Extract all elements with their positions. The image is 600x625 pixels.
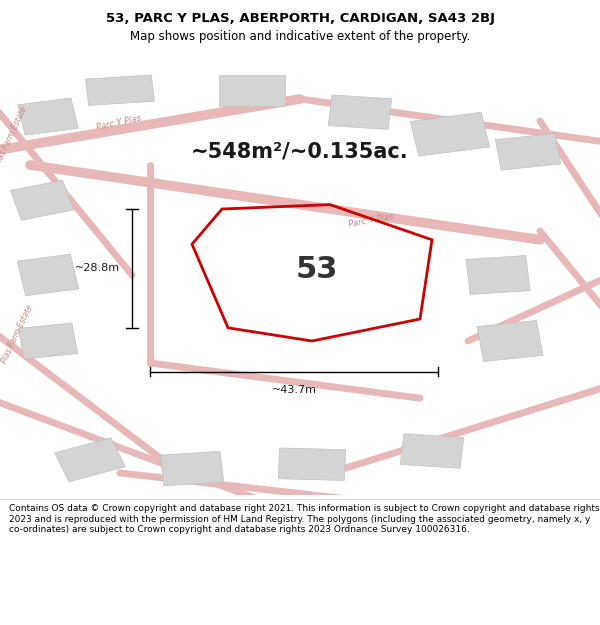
Bar xyxy=(55,438,125,482)
Bar xyxy=(219,75,285,106)
Text: ~548m²/~0.135ac.: ~548m²/~0.135ac. xyxy=(191,142,409,162)
Text: ~28.8m: ~28.8m xyxy=(75,263,120,273)
Text: Plas Farm Estate: Plas Farm Estate xyxy=(0,105,29,167)
Bar xyxy=(477,321,543,361)
Bar xyxy=(400,434,464,468)
Bar xyxy=(328,95,392,129)
Bar xyxy=(410,112,490,156)
Text: Map shows position and indicative extent of the property.: Map shows position and indicative extent… xyxy=(130,30,470,43)
Bar xyxy=(10,180,74,220)
Text: Contains OS data © Crown copyright and database right 2021. This information is : Contains OS data © Crown copyright and d… xyxy=(9,504,599,534)
Bar xyxy=(19,323,77,359)
Text: Parc Y Plas: Parc Y Plas xyxy=(96,114,142,132)
Bar xyxy=(466,256,530,294)
Text: ~43.7m: ~43.7m xyxy=(271,385,317,395)
Bar xyxy=(86,75,154,106)
Text: Parc Y Plas: Parc Y Plas xyxy=(348,212,394,229)
Bar xyxy=(18,98,78,135)
Text: 53: 53 xyxy=(296,255,338,284)
Text: Plas Farm Estate: Plas Farm Estate xyxy=(0,303,35,365)
Bar xyxy=(278,448,346,481)
Bar xyxy=(17,254,79,296)
Bar xyxy=(160,451,224,486)
Text: 53, PARC Y PLAS, ABERPORTH, CARDIGAN, SA43 2BJ: 53, PARC Y PLAS, ABERPORTH, CARDIGAN, SA… xyxy=(106,12,494,25)
Bar xyxy=(496,134,560,170)
